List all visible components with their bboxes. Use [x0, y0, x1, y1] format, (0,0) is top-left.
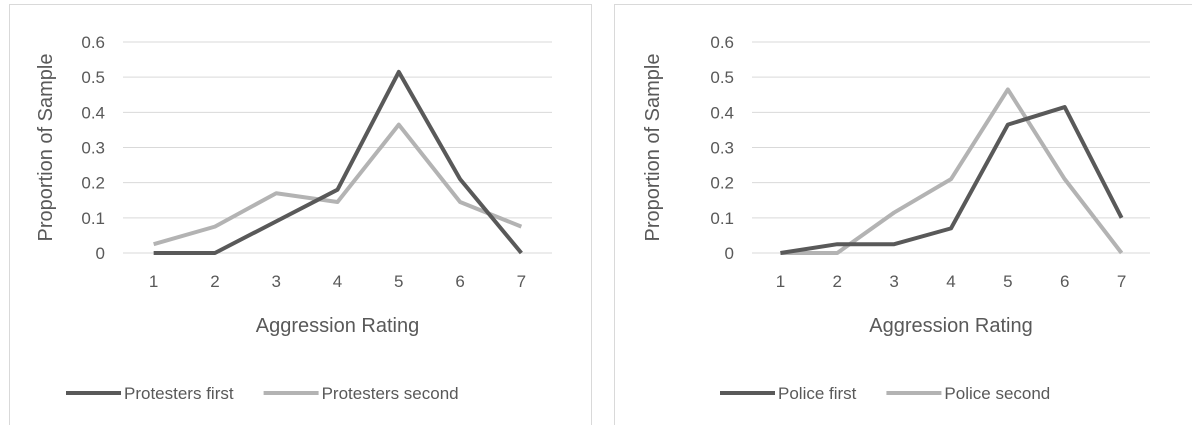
y-tick-label: 0.3 — [81, 139, 105, 158]
x-tick-label: 7 — [517, 272, 526, 291]
x-tick-label: 6 — [1060, 272, 1069, 291]
y-tick-label: 0.6 — [710, 33, 734, 52]
x-axis-title: Aggression Rating — [869, 315, 1032, 337]
x-tick-label: 2 — [833, 272, 842, 291]
legend-label: Protesters second — [322, 384, 459, 403]
x-tick-label: 1 — [776, 272, 785, 291]
y-axis-title: Proportion of Sample — [35, 54, 57, 242]
series-line-second — [780, 87, 1124, 255]
y-tick-label: 0.3 — [710, 139, 734, 158]
x-axis-title: Aggression Rating — [256, 315, 419, 337]
x-tick-label: 2 — [210, 272, 219, 291]
y-axis-title: Proportion of Sample — [642, 54, 664, 242]
series-line-second — [153, 122, 523, 247]
series-line-first — [780, 105, 1124, 255]
chart-protesters: 0 0.1 0.2 0.3 0.4 0.5 0.6 1 2 3 4 5 6 7 Aggression Rat… — [35, 33, 552, 403]
chart-police: 0 0.1 0.2 0.3 0.4 0.5 0.6 1 2 3 4 5 6 7 Aggression Rat… — [642, 33, 1150, 403]
x-tick-label: 4 — [333, 272, 342, 291]
y-tick-label: 0.4 — [81, 103, 105, 122]
x-tick-label: 7 — [1117, 272, 1126, 291]
y-tick-label: 0.2 — [710, 174, 734, 193]
y-tick-label: 0 — [96, 244, 105, 263]
y-tick-label: 0.5 — [710, 68, 734, 87]
y-tick-label: 0.5 — [81, 68, 105, 87]
legend-label: Police first — [778, 384, 857, 403]
chart-panel-police: 0 0.1 0.2 0.3 0.4 0.5 0.6 1 2 3 4 5 6 7 Aggression Rat… — [614, 4, 1192, 425]
y-tick-label: 0.2 — [81, 174, 105, 193]
x-tick-label: 3 — [889, 272, 898, 291]
legend-label: Protesters first — [124, 384, 234, 403]
y-tick-label: 0.4 — [710, 103, 734, 122]
y-tick-label: 0.1 — [81, 209, 105, 228]
x-tick-label: 1 — [149, 272, 158, 291]
x-tick-label: 6 — [455, 272, 464, 291]
y-tick-label: 0 — [725, 244, 734, 263]
series-line-first — [153, 69, 523, 255]
x-tick-label: 4 — [946, 272, 955, 291]
x-tick-label: 5 — [1003, 272, 1012, 291]
x-tick-label: 3 — [271, 272, 280, 291]
y-tick-label: 0.6 — [81, 33, 105, 52]
y-tick-label: 0.1 — [710, 209, 734, 228]
chart-panel-protesters: 0 0.1 0.2 0.3 0.4 0.5 0.6 1 2 3 4 5 6 7 Aggression Rat… — [9, 4, 592, 425]
legend-label: Police second — [944, 384, 1050, 403]
x-tick-label: 5 — [394, 272, 403, 291]
